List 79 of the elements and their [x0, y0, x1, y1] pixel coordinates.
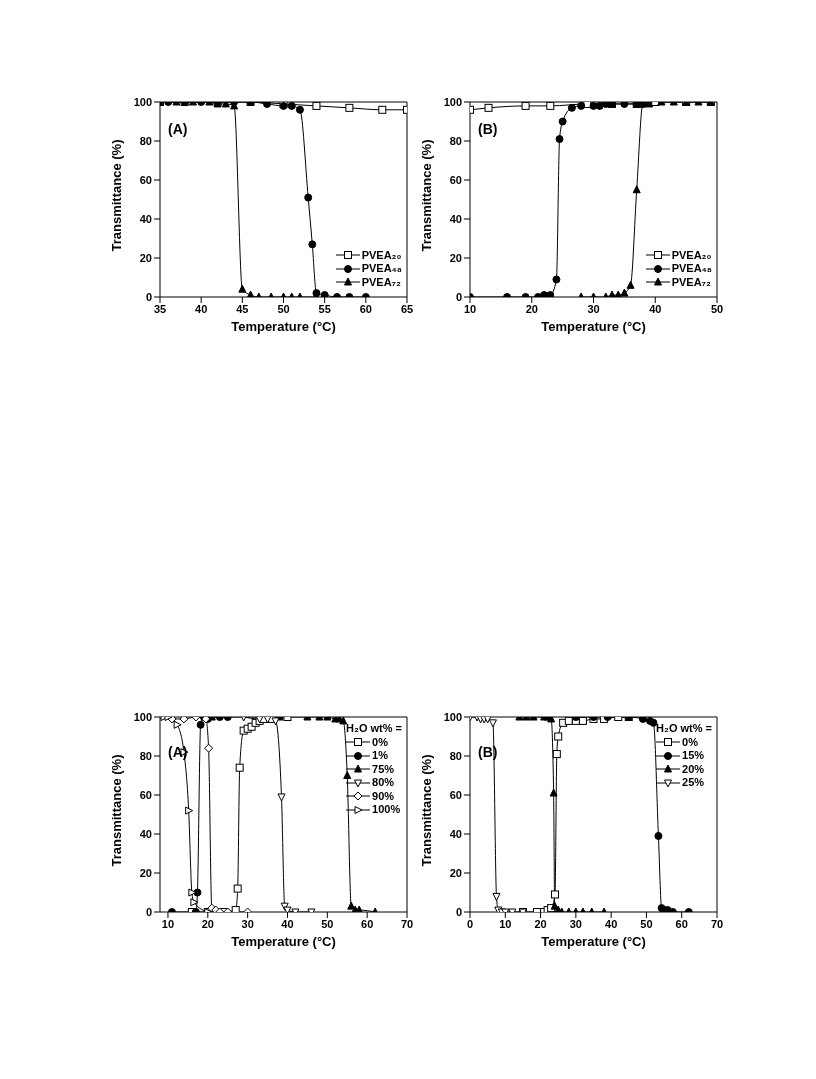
legend-label: 75% [372, 762, 395, 776]
x-tick-label: 10 [161, 917, 175, 930]
legend-label: 0% [372, 735, 388, 749]
legend-label: 20% [682, 762, 705, 776]
y-tick-label: 40 [449, 827, 462, 840]
x-tick-label: 30 [569, 917, 582, 930]
legend-label: 15% [682, 749, 705, 763]
y-tick-label: 20 [449, 251, 462, 264]
legend-label: 80% [372, 776, 395, 790]
x-axis-title: Temperature (°C) [231, 319, 336, 334]
y-tick-label: 0 [145, 290, 152, 303]
x-axis-title: Temperature (°C) [231, 934, 336, 949]
x-tick-label: 30 [241, 917, 254, 930]
y-tick-label: 40 [449, 212, 462, 225]
y-tick-label: 80 [139, 134, 152, 147]
legend-label: PVEA₂₀ [671, 248, 712, 262]
legend-label: 0% [682, 735, 698, 749]
legend-title: H₂O wt% = [656, 722, 712, 736]
annotation: (A) [168, 121, 188, 137]
x-tick-label: 40 [649, 302, 662, 315]
y-tick-label: 0 [145, 905, 152, 918]
y-axis-title: Transmittance (%) [108, 754, 124, 867]
legend-label: PVEA₄₈ [671, 262, 712, 276]
legend-label: 100% [372, 803, 401, 817]
y-tick-label: 0 [455, 290, 462, 303]
y-axis-title: Transmittance (%) [108, 139, 124, 252]
y-tick-label: 20 [139, 866, 152, 879]
x-tick-label: 40 [605, 917, 618, 930]
y-tick-label: 100 [443, 95, 462, 108]
x-tick-label: 40 [281, 917, 294, 930]
y-tick-label: 60 [449, 173, 462, 186]
legend-label: 25% [682, 776, 705, 790]
x-tick-label: 50 [710, 302, 724, 315]
legend-title: H₂O wt% = [346, 722, 402, 736]
y-tick-label: 40 [139, 212, 152, 225]
y-tick-label: 80 [139, 749, 152, 762]
x-tick-label: 30 [587, 302, 600, 315]
y-tick-label: 20 [139, 251, 152, 264]
y-axis-title: Transmittance (%) [418, 754, 434, 867]
x-tick-label: 60 [361, 917, 374, 930]
x-tick-label: 60 [675, 917, 688, 930]
y-tick-label: 20 [449, 866, 462, 879]
legend-label: 90% [372, 789, 395, 803]
annotation: (B) [478, 121, 498, 137]
y-tick-label: 80 [449, 749, 462, 762]
x-tick-label: 35 [153, 302, 167, 315]
x-tick-label: 50 [640, 917, 653, 930]
legend-label: PVEA₂₀ [361, 248, 402, 262]
y-tick-label: 100 [133, 710, 152, 723]
x-tick-label: 40 [195, 302, 208, 315]
x-tick-label: 20 [534, 917, 547, 930]
legend-label: PVEA₄₈ [361, 262, 402, 276]
x-tick-label: 45 [236, 302, 249, 315]
x-tick-label: 55 [318, 302, 331, 315]
y-tick-label: 100 [443, 710, 462, 723]
x-tick-label: 65 [400, 302, 414, 315]
legend-label: PVEA₇₂ [361, 275, 401, 289]
legend-label: PVEA₇₂ [671, 275, 711, 289]
x-tick-label: 20 [525, 302, 538, 315]
y-tick-label: 60 [139, 173, 152, 186]
y-tick-label: 100 [133, 95, 152, 108]
x-tick-label: 50 [321, 917, 334, 930]
x-tick-label: 70 [710, 917, 724, 930]
x-tick-label: 20 [201, 917, 214, 930]
y-tick-label: 0 [455, 905, 462, 918]
x-tick-label: 10 [463, 302, 477, 315]
y-tick-label: 80 [449, 134, 462, 147]
x-axis-title: Temperature (°C) [541, 319, 646, 334]
y-tick-label: 60 [139, 788, 152, 801]
y-tick-label: 40 [139, 827, 152, 840]
legend-label: 1% [372, 749, 388, 763]
x-axis-title: Temperature (°C) [541, 934, 646, 949]
x-tick-label: 0 [466, 917, 474, 930]
y-tick-label: 60 [449, 788, 462, 801]
y-axis-title: Transmittance (%) [418, 139, 434, 252]
x-tick-label: 50 [277, 302, 290, 315]
x-tick-label: 60 [359, 302, 372, 315]
x-tick-label: 10 [499, 917, 512, 930]
x-tick-label: 70 [400, 917, 414, 930]
